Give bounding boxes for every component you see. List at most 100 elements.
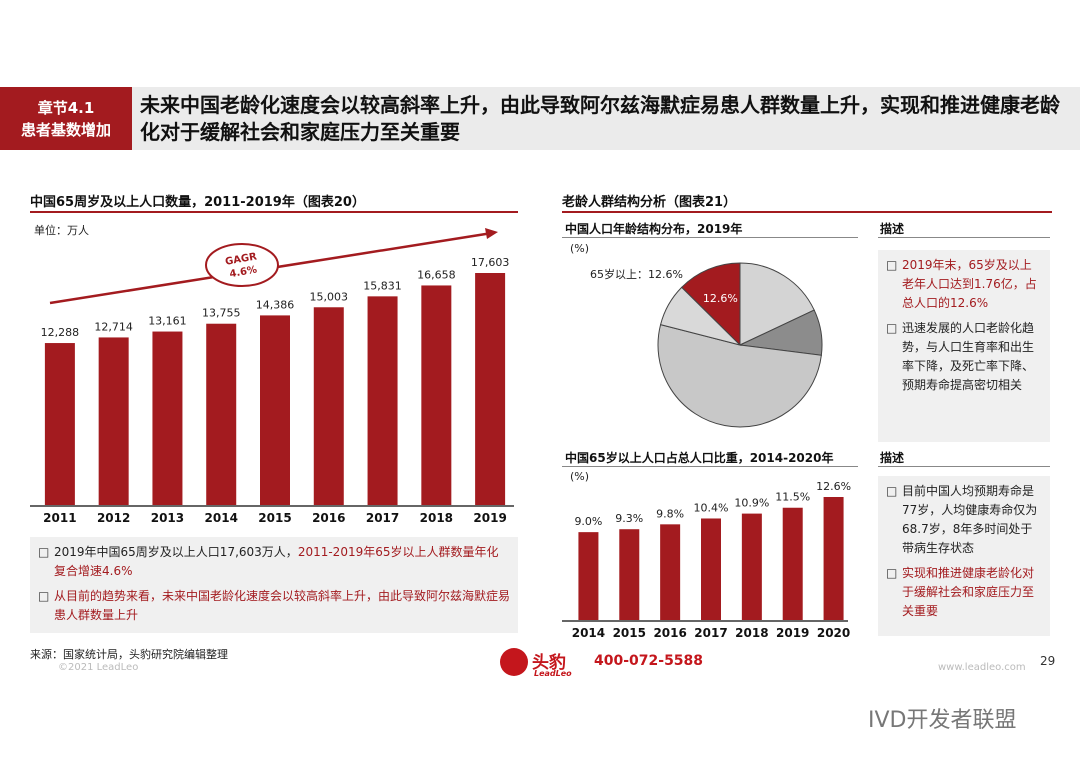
annotation: 65岁以上：12.6% [590,267,683,281]
desc-title: 描述 [880,222,905,236]
tag-line: 患者基数增加 [20,120,111,139]
pie-slice [739,262,815,346]
rule [562,237,858,238]
pie-slice [659,286,742,346]
x-tick-label: 2013 [151,511,184,525]
rule [878,466,1050,467]
desc-item: 实现和推进健康老龄化对于缓解社会和家庭压力至关重要 [886,564,1042,621]
note-text: 2011-2019年65岁以上人群数量年化复合增速4.6% [54,545,499,578]
bar [782,507,803,620]
annotation-ellipse [205,243,279,287]
rule [878,237,1050,238]
bar [660,524,681,620]
source: 来源：国家统计局，头豹研究院编辑整理 [30,648,228,661]
header-band [0,87,1080,150]
x-tick-label: 2016 [312,511,345,525]
x-tick-label: 2014 [572,626,605,640]
data-label: 15,003 [310,290,349,303]
x-tick-label: 2016 [653,626,686,640]
pie-slice [657,323,822,428]
bar [701,518,721,620]
data-label: 17,603 [471,256,510,269]
chart-title: 中国人口年龄结构分布，2019年 [565,222,743,236]
rule [30,211,518,213]
section-title: 老龄人群结构分析（图表21） [562,195,737,210]
bar [44,343,75,505]
data-label: 13,161 [148,315,187,328]
data-label: 12.6% [703,292,738,305]
note: 从目前的趋势来看，未来中国老龄化速度会以较高斜率上升，由此导致阿尔兹海默症易患人… [38,587,510,625]
chart-title: 中国65岁以上人口占总人口比重，2014-2020年 [565,451,834,465]
notes: 2019年中国65周岁及以上人口17,603万人，2011-2019年65岁以上… [30,537,518,633]
data-label: 14,386 [256,298,295,311]
x-tick-label: 2014 [205,511,238,525]
logo-cn: 头豹 [532,653,566,673]
data-label: 9.0% [574,515,602,528]
phone: 400-072-5588 [594,653,704,669]
arrow-head [485,228,498,239]
unit: (%) [570,470,590,483]
rule [562,466,858,467]
desc-box: 2019年末，65岁及以上老年人口达到1.76亿，占总人口的12.6% 迅速发展的… [878,250,1050,442]
bar [206,323,237,505]
tag-line: 章节4.1 [37,98,95,117]
bar [741,513,762,620]
bar [578,532,599,620]
rule [562,211,1052,213]
data-label: 10.9% [734,497,769,510]
copyright: ©2021 LeadLeo [58,662,139,673]
bar [475,273,506,505]
bar [152,331,183,505]
annotation: 4.6% [229,265,258,281]
bar [823,497,844,620]
x-tick-label: 2018 [735,626,768,640]
desc-box: 目前中国人均预期寿命是77岁，人均健康寿命仅为68.7岁，8年多时间处于带病生存… [878,476,1050,636]
watermark: IVD开发者联盟 [868,708,1017,733]
pie-slice [680,262,741,347]
x-tick-label: 2012 [97,511,130,525]
x-tick-label: 2011 [43,511,76,525]
data-label: 9.3% [615,512,643,525]
x-tick-label: 2017 [366,511,399,525]
note-text: 从目前的趋势来看，未来中国老龄化速度会以较高斜率上升，由此导致阿尔兹海默症易患人… [54,589,511,622]
page-number: 29 [1040,654,1056,668]
x-tick-label: 2015 [613,626,646,640]
data-label: 12,288 [41,326,80,339]
data-label: 15,831 [363,279,402,292]
x-tick-label: 2020 [817,626,850,640]
note-text: 2019年中国65周岁及以上人口17,603万人， [54,545,298,559]
bar [260,315,290,505]
desc-item: 2019年末，65岁及以上老年人口达到1.76亿，占总人口的12.6% [886,256,1042,313]
desc-item: 目前中国人均预期寿命是77岁，人均健康寿命仅为68.7岁，8年多时间处于带病生存… [886,482,1042,558]
chart-title: 中国65周岁及以上人口数量，2011-2019年（图表20） [30,195,365,210]
unit: (%) [570,242,590,255]
desc-item: 迅速发展的人口老龄化趋势，与人口生育率和出生率下降，及死亡率下降、预期寿命提高密… [886,319,1042,395]
data-label: 10.4% [694,501,729,514]
unit: 单位：万人 [34,224,89,237]
desc-title: 描述 [880,451,905,465]
bar [98,337,129,505]
bar [313,307,344,505]
data-label: 11.5% [775,491,810,504]
data-label: 12.6% [816,480,851,493]
bar [421,285,452,505]
data-label: 9.8% [656,507,684,520]
bar [367,296,398,505]
data-label: 13,755 [202,307,241,320]
annotation: GAGR [224,251,258,267]
logo-icon [500,648,528,676]
bar [619,529,640,620]
x-tick-label: 2019 [473,511,506,525]
headline: 未来中国老龄化速度会以较高斜率上升，由此导致阿尔兹海默症易患人群数量上升，实现和… [140,93,1060,144]
x-tick-label: 2017 [694,626,727,640]
website: www.leadleo.com [938,662,1026,673]
data-label: 12,714 [94,320,132,333]
x-tick-label: 2019 [776,626,809,640]
chapter-tag: 章节4.1 患者基数增加 [0,87,132,150]
chart: 12.6% 65岁以上：12.6% [590,262,823,428]
data-label: 16,658 [417,268,456,281]
logo-en: LeadLeo [534,669,572,678]
x-tick-label: 2018 [420,511,453,525]
chart: 9.0% 2014 9.3% 2015 9.8% 2016 10.4% 2017 10.9% 20… [562,480,851,640]
